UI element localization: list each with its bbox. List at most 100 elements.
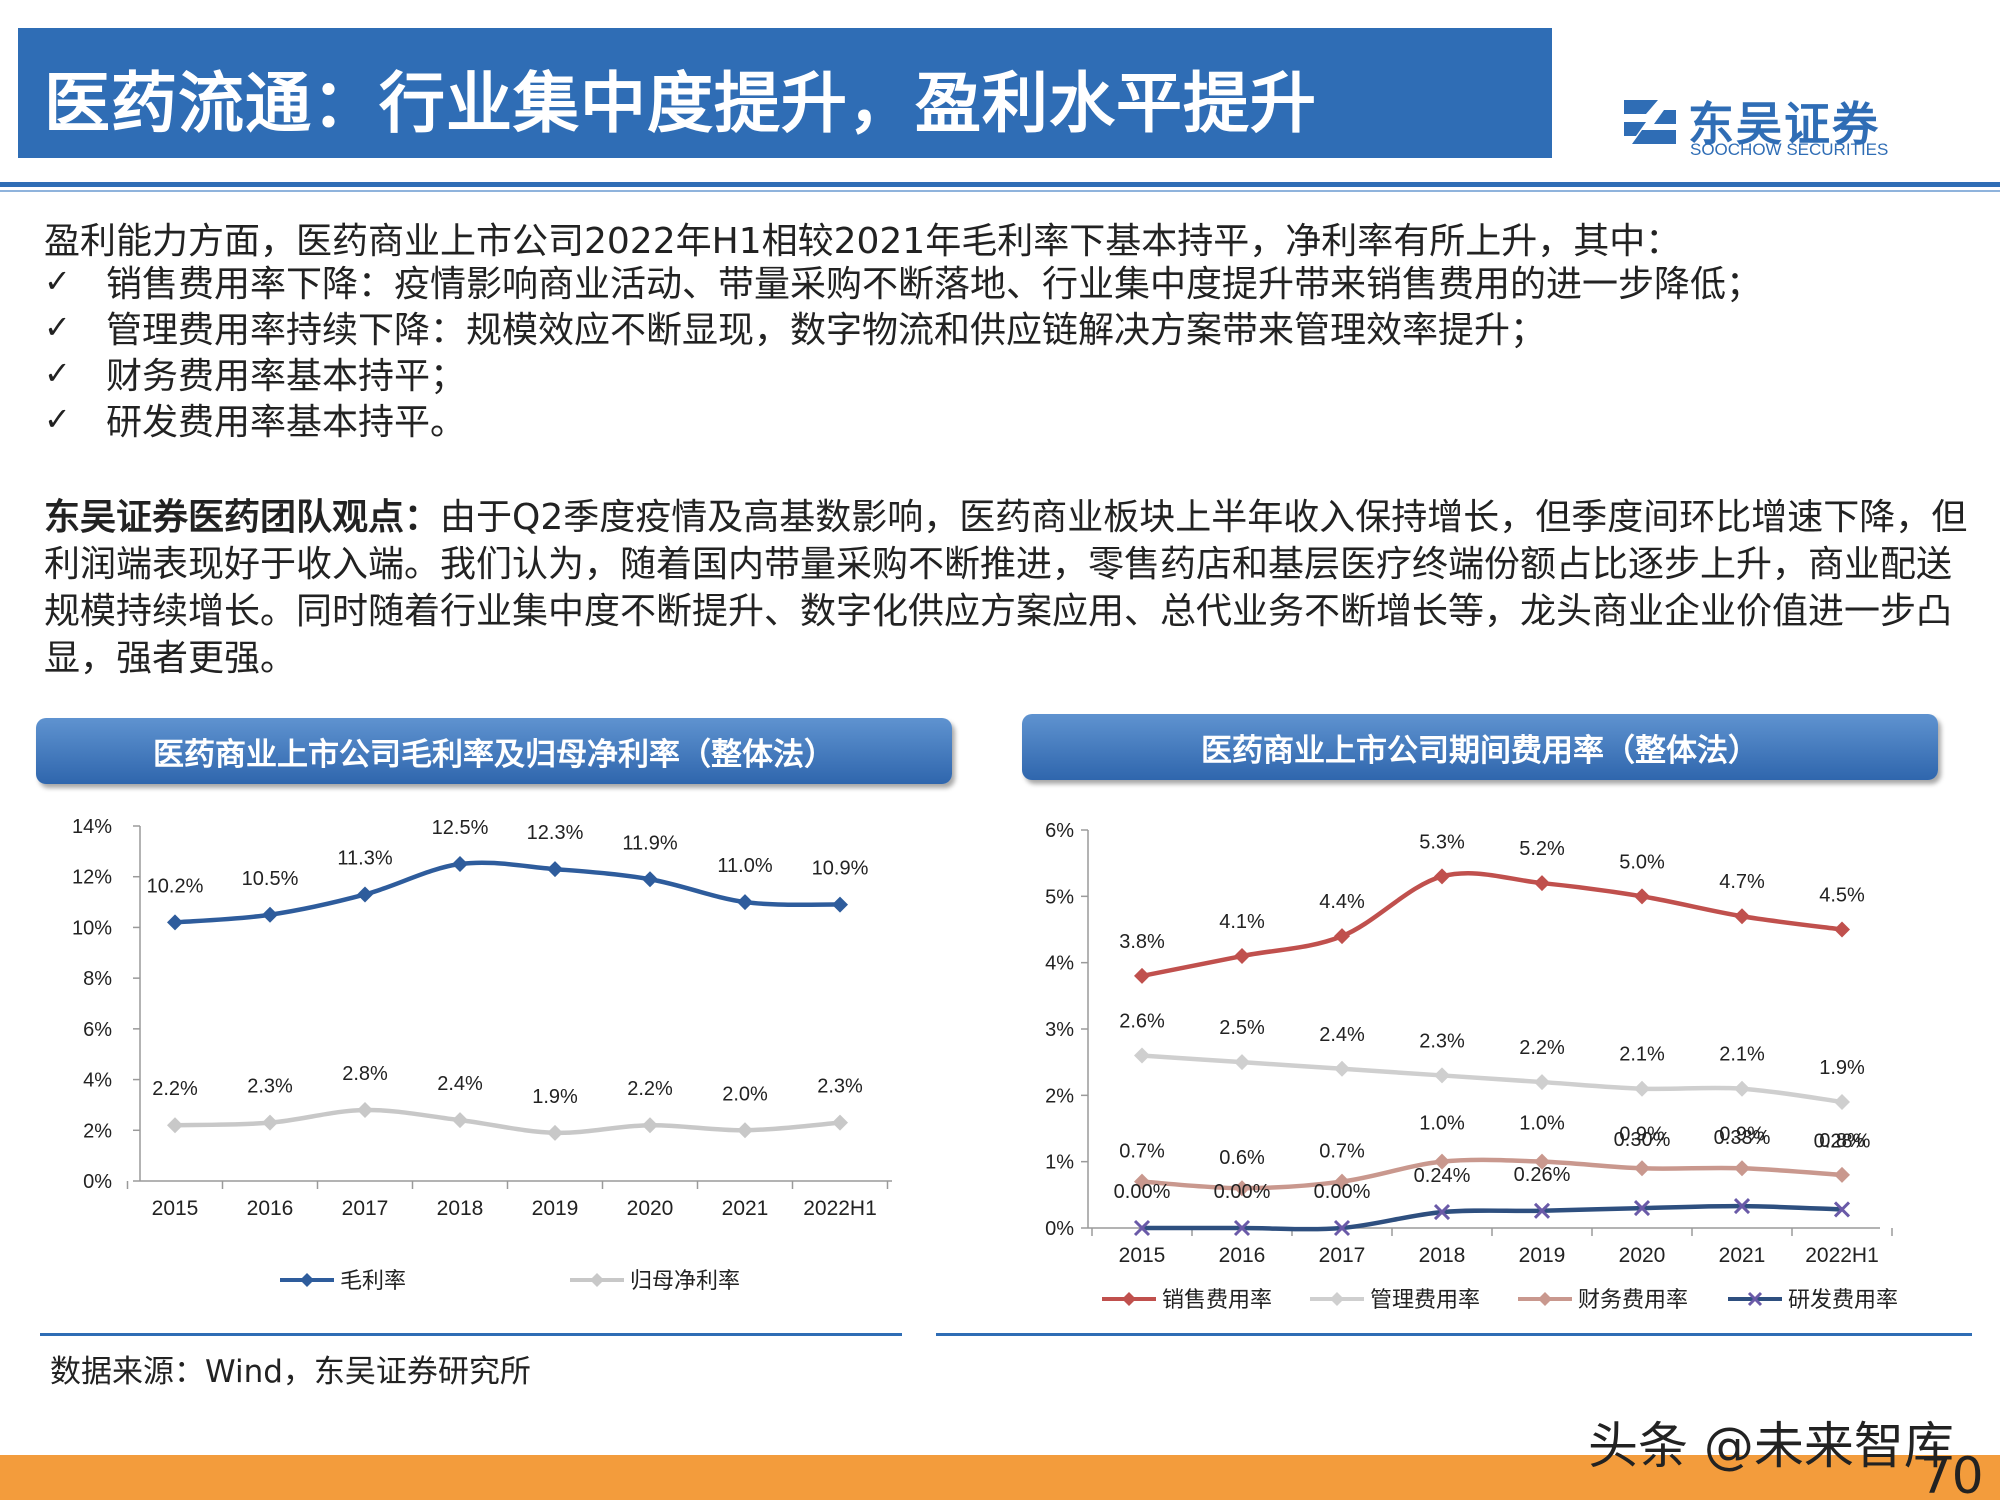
series-2-2: 2.6% 2.5% 2.4% 2.3% 2.2% 2.1% 2.1% 1.9% xyxy=(1119,1011,1865,1110)
data-label: 2.2% xyxy=(1519,1037,1565,1059)
page-number: 70 xyxy=(1920,1447,1984,1500)
data-label: 2.1% xyxy=(1619,1044,1665,1066)
data-point xyxy=(547,861,563,878)
legend-marker xyxy=(1330,1292,1344,1306)
data-label: 12.5% xyxy=(432,817,489,839)
x-tick-label: 2022H1 xyxy=(1805,1244,1879,1267)
bullet-text: 管理费用率持续下降：规模效应不断显现，数字物流和供应链解决方案带来管理效率提升； xyxy=(106,310,1547,351)
data-point xyxy=(1634,1160,1650,1177)
y-tick-label: 12% xyxy=(72,867,112,889)
series-1-1: 10.2% 10.5% 11.3% 12.5% 12.3% 11.9% 11.0% 10.9% xyxy=(147,817,869,931)
company-logo: 东吴证券 SOOCHOW SECURITIES xyxy=(1618,88,1908,159)
data-point xyxy=(357,886,373,903)
data-point xyxy=(452,1112,468,1129)
chart-2: 0% 1% 2% 3% 4% 5% 6% 2015 2016 2017 2018 2019 2020 20… xyxy=(1045,820,1898,1312)
data-label: 0.6% xyxy=(1219,1147,1265,1169)
bullet-list: ✓ 销售费用率下降：疫情影响商业活动、带量采购不断落地、行业集中度提升带来销售费… xyxy=(44,258,1762,443)
data-point xyxy=(642,1117,658,1134)
chart-1: 0% 2% 4% 6% 8% 10% 12% 14% 2015 2016 2017 2018 2019 2… xyxy=(72,816,892,1293)
data-label: 2.3% xyxy=(247,1076,293,1098)
watermark-text: 头条 @未来智库 xyxy=(1588,1417,1954,1475)
data-label: 2.1% xyxy=(1719,1044,1765,1066)
y-tick-label: 10% xyxy=(72,917,112,939)
bullet-text: 财务费用率基本持平； xyxy=(106,356,467,397)
legend-marker xyxy=(1122,1292,1136,1306)
data-label: 0.26% xyxy=(1514,1164,1571,1186)
data-point xyxy=(262,906,278,923)
data-label: 0.00% xyxy=(1314,1181,1371,1203)
data-label: 2.0% xyxy=(722,1083,768,1105)
data-point xyxy=(737,894,753,911)
data-point xyxy=(1333,1219,1351,1237)
check-icon: ✓ xyxy=(44,308,71,346)
intro-text: 盈利能力方面，医药商业上市公司2022年H1相较2021年毛利率下基本持平，净利… xyxy=(44,221,1682,262)
data-label: 0.7% xyxy=(1319,1141,1365,1163)
x-tick-label: 2016 xyxy=(247,1197,294,1220)
legend-item: 研发费用率 xyxy=(1728,1287,1898,1312)
data-point xyxy=(832,1114,848,1131)
data-label: 1.9% xyxy=(532,1086,578,1108)
chart-2-title: 医药商业上市公司期间费用率（整体法） xyxy=(1022,714,1938,780)
series-2-1: 3.8% 4.1% 4.4% 5.3% 5.2% 5.0% 4.7% 4.5% xyxy=(1119,831,1865,984)
y-tick-label: 2% xyxy=(1045,1085,1074,1107)
data-point xyxy=(1433,1204,1451,1221)
scs-logo-icon xyxy=(1624,100,1676,144)
legend-label: 财务费用率 xyxy=(1578,1287,1688,1312)
data-label: 4.1% xyxy=(1219,911,1265,933)
data-point xyxy=(1334,928,1350,945)
series-2-4: 0.00% 0.00% 0.00% 0.24% 0.26% 0.30% 0.33% 0.28% xyxy=(1114,1127,1871,1237)
data-point xyxy=(1234,948,1250,965)
legend-marker xyxy=(1538,1292,1552,1306)
data-label: 10.2% xyxy=(147,875,204,897)
legend-marker xyxy=(300,1273,314,1287)
header-rule xyxy=(0,182,2000,187)
data-point xyxy=(1434,868,1450,885)
data-label: 2.3% xyxy=(817,1076,863,1098)
y-tick-label: 1% xyxy=(1045,1152,1074,1174)
y-tick-label: 6% xyxy=(1045,820,1074,842)
data-point xyxy=(832,896,848,913)
data-point xyxy=(737,1122,753,1139)
bullet-item: ✓ 销售费用率下降：疫情影响商业活动、带量采购不断落地、行业集中度提升带来销售费… xyxy=(44,258,1762,305)
legend-label: 研发费用率 xyxy=(1788,1287,1898,1312)
legend-item: 毛利率 xyxy=(280,1268,406,1293)
data-label: 1.0% xyxy=(1419,1113,1465,1135)
y-tick-label: 0% xyxy=(83,1171,112,1193)
data-point xyxy=(1133,1219,1151,1237)
chart-1-bottom-rule xyxy=(40,1333,902,1336)
check-icon: ✓ xyxy=(44,400,71,438)
series-2-3: 0.7% 0.6% 0.7% 1.0% 1.0% 0.9% 0.9% 0.8% xyxy=(1119,1113,1865,1197)
data-label: 5.0% xyxy=(1619,851,1665,873)
logo-chinese-name: 东吴证券 xyxy=(1688,97,1880,151)
x-tick-label: 2022H1 xyxy=(803,1197,877,1220)
data-point xyxy=(1434,1067,1450,1084)
data-point xyxy=(547,1124,563,1141)
data-point xyxy=(452,856,468,873)
data-label: 11.0% xyxy=(717,855,772,877)
data-label: 2.3% xyxy=(1419,1030,1465,1052)
legend-item: 管理费用率 xyxy=(1310,1287,1480,1312)
data-label: 2.4% xyxy=(1319,1024,1365,1046)
series-line xyxy=(1141,1053,1843,1105)
data-point xyxy=(1334,1173,1350,1190)
data-point xyxy=(1634,888,1650,905)
y-tick-label: 2% xyxy=(83,1120,112,1142)
data-point xyxy=(1134,1173,1150,1190)
check-icon: ✓ xyxy=(44,354,71,392)
data-label: 0.00% xyxy=(1214,1181,1271,1203)
legend-item: 财务费用率 xyxy=(1518,1287,1688,1312)
data-label: 12.3% xyxy=(527,822,584,844)
footer-bar xyxy=(0,1455,2000,1500)
data-point xyxy=(262,1114,278,1131)
data-point xyxy=(1434,1153,1450,1170)
data-label: 5.3% xyxy=(1419,831,1465,853)
x-tick-label: 2020 xyxy=(627,1197,674,1220)
data-point xyxy=(1734,908,1750,925)
data-label: 2.4% xyxy=(437,1073,483,1095)
check-icon: ✓ xyxy=(44,262,71,300)
legend-label: 归母净利率 xyxy=(630,1268,740,1293)
data-label: 11.9% xyxy=(622,832,677,854)
data-label: 10.5% xyxy=(242,868,299,890)
data-point xyxy=(167,914,183,931)
